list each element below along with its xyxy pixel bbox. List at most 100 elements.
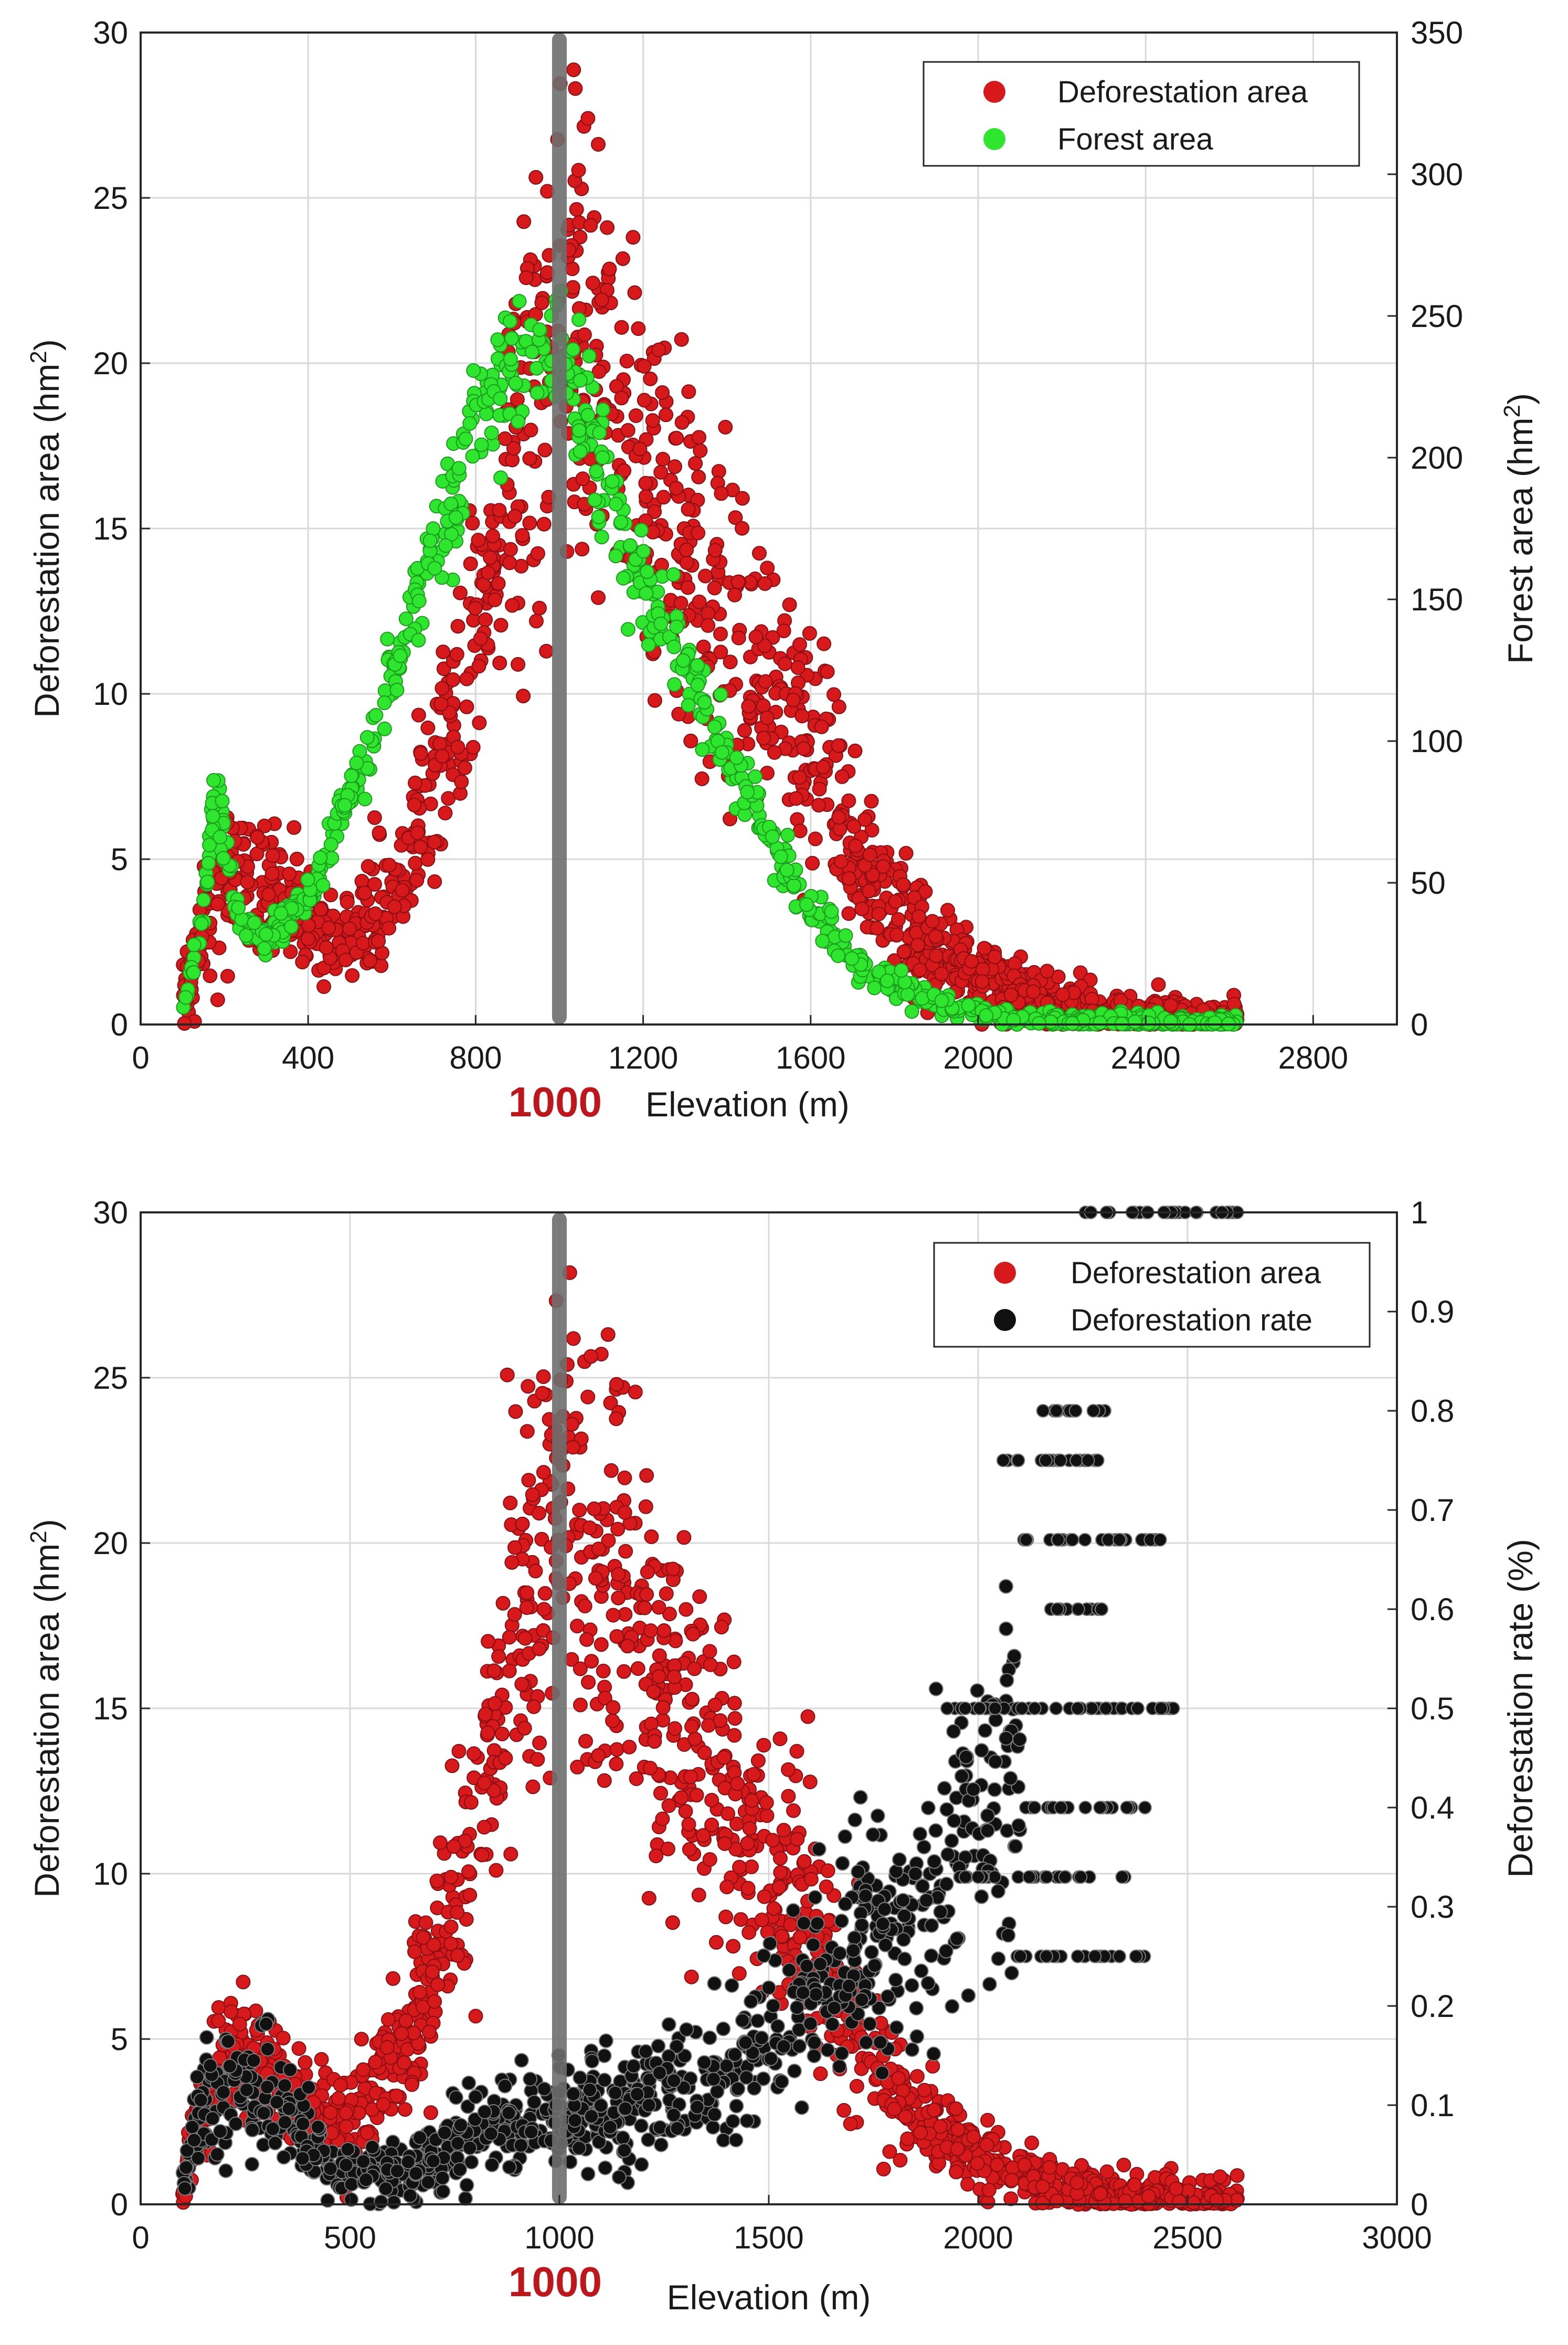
scatter-point (591, 137, 606, 152)
scatter-point (644, 1529, 659, 1544)
scatter-point (530, 1752, 545, 1767)
scatter-point (773, 1865, 788, 1880)
scatter-point (411, 707, 426, 723)
scatter-point (522, 515, 537, 531)
scatter-point (679, 1602, 694, 1617)
scatter-point (313, 850, 328, 865)
scatter-point (876, 2161, 891, 2177)
scatter-point (651, 342, 666, 357)
scatter-point (843, 2116, 858, 2131)
scatter-point (379, 2040, 395, 2055)
scatter-point (521, 1473, 536, 1488)
scatter-point (521, 1379, 536, 1394)
scatter-point (231, 900, 246, 915)
scatter-point (450, 2150, 465, 2166)
scatter-point (772, 1731, 788, 1746)
scatter-point (1065, 1016, 1080, 1031)
scatter-point (310, 2119, 325, 2135)
scatter-point (666, 639, 682, 654)
scatter-point (313, 902, 329, 917)
scatter-point (591, 1748, 606, 1763)
scatter-point (323, 2161, 338, 2176)
y-right-tick-label: 0 (1411, 1007, 1428, 1042)
scatter-point (378, 2181, 394, 2196)
scatter-point (831, 738, 846, 753)
scatter-point (697, 695, 712, 710)
scatter-point (888, 1972, 903, 1988)
scatter-point (514, 2053, 529, 2068)
scatter-point (397, 2102, 412, 2117)
scatter-point (659, 407, 674, 422)
scatter-point (532, 1506, 547, 1521)
scatter-point (653, 2137, 669, 2152)
scatter-point (1026, 984, 1041, 999)
scatter-point (525, 1779, 541, 1794)
scatter-point (380, 631, 395, 647)
scatter-point (430, 1977, 446, 1992)
scatter-point (519, 1600, 534, 1615)
scatter-point (210, 992, 225, 1007)
scatter-point (691, 469, 706, 484)
scatter-point (620, 622, 635, 637)
scatter-point (247, 915, 262, 931)
scatter-point (323, 888, 338, 903)
scatter-point (651, 1669, 666, 1684)
scatter-point (924, 1918, 939, 1933)
scatter-point (462, 1887, 478, 1903)
scatter-point (638, 476, 653, 491)
scatter-point (966, 2129, 981, 2145)
scatter-point (571, 423, 587, 438)
scatter-point (291, 2041, 306, 2056)
y-left-tick-label: 20 (93, 346, 128, 381)
scatter-point (471, 659, 486, 674)
scatter-point (727, 587, 742, 603)
scatter-point (811, 798, 827, 813)
scatter-point (750, 2013, 765, 2029)
scatter-point (638, 2044, 653, 2059)
scatter-point (407, 1944, 422, 1959)
scatter-point (412, 1984, 427, 2000)
scatter-point (210, 896, 225, 912)
scatter-point (209, 2147, 225, 2162)
scatter-point (807, 2048, 822, 2064)
scatter-point (682, 1842, 697, 1857)
scatter-point (704, 1793, 719, 1808)
scatter-point (846, 819, 862, 834)
scatter-point (655, 1700, 671, 1715)
scatter-point (909, 2001, 924, 2016)
scatter-point (948, 2101, 963, 2116)
scatter-point (735, 2013, 750, 2028)
scatter-point (876, 859, 891, 874)
scatter-point (735, 521, 750, 536)
scatter-point (367, 810, 382, 825)
scatter-point (245, 2122, 260, 2138)
scatter-point (632, 441, 648, 457)
scatter-point (831, 810, 846, 825)
scatter-point (713, 687, 728, 702)
scatter-point (426, 1937, 441, 1952)
scatter-point (815, 759, 831, 775)
scatter-point (573, 444, 588, 459)
scatter-point (609, 1629, 624, 1644)
scatter-point (516, 689, 531, 704)
scatter-point (205, 809, 220, 824)
scatter-point (491, 1649, 506, 1664)
scatter-point (729, 1816, 744, 1832)
scatter-point (368, 906, 383, 921)
scatter-point (462, 416, 478, 431)
scatter-point (961, 1988, 976, 2003)
scatter-point (820, 664, 835, 679)
scatter-point (454, 774, 469, 789)
scatter-point (594, 2098, 608, 2113)
scatter-point (484, 2157, 500, 2172)
scatter-point (323, 837, 338, 852)
scatter-point (939, 1876, 954, 1892)
scatter-point (776, 2039, 791, 2054)
scatter-point (435, 2170, 450, 2185)
scatter-point (508, 1404, 523, 1419)
scatter-point (980, 1808, 995, 1823)
scatter-point (575, 471, 590, 487)
scatter-point (916, 1840, 931, 1855)
legend-forest-marker (983, 128, 1005, 150)
scatter-point (481, 1634, 496, 1649)
